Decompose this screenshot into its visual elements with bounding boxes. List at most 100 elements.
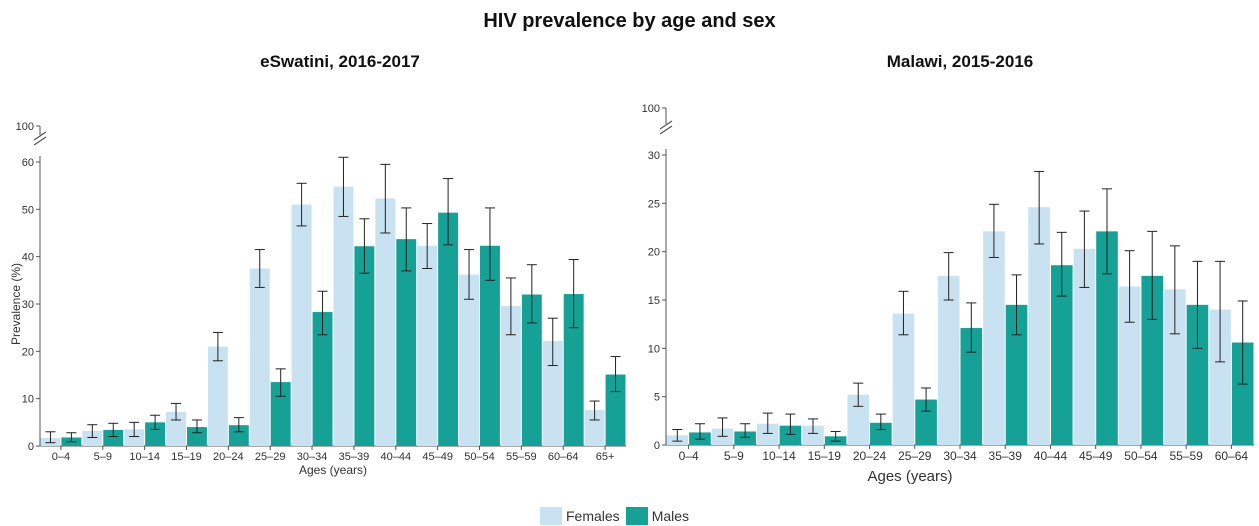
- malawi-chart: 100 0 5 10 15 20 25 30 0–4 5–9 10–14 15–19 20–24 25–2…: [642, 103, 1254, 485]
- x-tick-label: 30–34: [297, 451, 328, 463]
- axis-break-mark: [659, 125, 673, 135]
- x-axis-title: Ages (years): [867, 468, 952, 485]
- female-bar: [1209, 309, 1231, 445]
- female-bar: [500, 305, 521, 446]
- y-tick-label: 30: [648, 150, 660, 162]
- male-bar: [734, 431, 756, 445]
- female-bar: [82, 430, 103, 446]
- female-bar: [291, 204, 312, 446]
- x-tick-label: 10–14: [129, 451, 160, 463]
- male-bar: [1186, 304, 1209, 445]
- x-tick-label: 25–29: [255, 451, 286, 463]
- y-tick-label: 60: [22, 157, 34, 169]
- males-swatch: [625, 507, 648, 525]
- x-axis-title: Ages (years): [299, 463, 367, 477]
- female-bar: [459, 274, 479, 446]
- x-tick-label: 5–9: [94, 451, 112, 463]
- male-bar: [1231, 342, 1254, 445]
- x-tick-label: 60–64: [1215, 449, 1249, 463]
- y-tick-label: 15: [648, 295, 660, 307]
- x-tick-label: 35–39: [989, 449, 1023, 463]
- female-bar: [584, 410, 605, 446]
- y-tick-label: 40: [22, 252, 34, 264]
- male-bar: [228, 425, 249, 446]
- x-tick-label: 30–34: [943, 449, 977, 463]
- male-bar: [270, 382, 291, 446]
- y-tick-label: 10: [648, 343, 660, 355]
- female-bar: [1073, 248, 1096, 445]
- x-tick-label: 15–19: [171, 451, 202, 463]
- axis-break-mark: [33, 131, 47, 141]
- male-bar: [187, 427, 207, 446]
- female-bar: [756, 423, 779, 445]
- x-tick-label: 60–64: [548, 451, 579, 463]
- female-bar: [207, 346, 228, 446]
- female-bar: [542, 340, 563, 446]
- x-tick-label: 50–54: [1124, 449, 1158, 463]
- male-bar: [103, 429, 124, 446]
- male-bar: [915, 399, 937, 445]
- females-legend-label: Females: [566, 508, 620, 524]
- male-bar: [145, 422, 166, 446]
- male-bar: [779, 425, 802, 445]
- main-title: HIV prevalence by age and sex: [483, 10, 776, 32]
- male-bar: [438, 212, 459, 446]
- y-tick-label: 25: [648, 198, 660, 210]
- y-tick-label: 100: [642, 103, 660, 115]
- female-bar: [1028, 207, 1050, 445]
- x-tick-label: 0–4: [679, 449, 699, 463]
- males-legend-label: Males: [651, 508, 690, 524]
- female-bar: [937, 275, 960, 445]
- axis-break-mark: [33, 136, 47, 146]
- male-bar: [396, 239, 417, 446]
- y-tick-label: 50: [22, 204, 34, 216]
- x-tick-label: 10–14: [762, 449, 796, 463]
- x-tick-label: 0–4: [52, 451, 70, 463]
- x-tick-label: 35–39: [339, 451, 370, 463]
- y-tick-label: 20: [22, 346, 34, 358]
- x-tick-label: 20–24: [213, 451, 244, 463]
- male-bar: [563, 294, 584, 446]
- male-bar: [960, 328, 983, 445]
- x-tick-label: 15–19: [808, 449, 842, 463]
- female-bar: [1164, 289, 1186, 445]
- male-bar: [354, 246, 375, 446]
- right-chart-title: Malawi, 2015-2016: [886, 52, 1034, 71]
- female-bar: [1118, 286, 1141, 445]
- female-bar: [802, 425, 824, 445]
- male-bar: [1096, 231, 1118, 445]
- female-bar: [417, 245, 438, 446]
- male-bar: [1050, 265, 1073, 445]
- left-chart-title: eSwatini, 2016-2017: [260, 52, 420, 71]
- male-bar: [480, 245, 500, 446]
- y-tick-label: 0: [28, 441, 34, 453]
- x-tick-label: 45–49: [1079, 449, 1113, 463]
- y-tick-label: 0: [654, 440, 660, 452]
- females-swatch: [540, 507, 562, 525]
- legend: Females Males: [540, 506, 695, 526]
- male-bar: [312, 312, 333, 446]
- male-bar: [1141, 275, 1164, 445]
- x-tick-label: 65+: [596, 451, 615, 463]
- x-tick-label: 55–59: [506, 451, 537, 463]
- male-bar: [605, 374, 626, 446]
- x-tick-label: 5–9: [724, 449, 744, 463]
- male-bar: [870, 422, 892, 445]
- x-tick-label: 55–59: [1169, 449, 1203, 463]
- female-bar: [124, 429, 145, 446]
- x-tick-label: 40–44: [1034, 449, 1068, 463]
- x-tick-label: 20–24: [853, 449, 887, 463]
- y-axis-title: Prevalence (%): [9, 263, 23, 345]
- x-tick-label: 40–44: [380, 451, 411, 463]
- female-bar: [333, 186, 354, 446]
- eswatini-chart: 100 0 10 20 30 40 50 60 0–4 5–9 10–14 15–19 20–24 25–…: [9, 121, 626, 477]
- female-bar: [847, 394, 870, 445]
- x-tick-label: 45–49: [422, 451, 453, 463]
- female-bar: [983, 231, 1005, 445]
- male-bar: [521, 294, 542, 446]
- y-tick-label: 100: [16, 121, 34, 133]
- y-tick-label: 10: [22, 394, 34, 406]
- axis-break-mark: [659, 120, 673, 130]
- male-bar: [1005, 304, 1028, 445]
